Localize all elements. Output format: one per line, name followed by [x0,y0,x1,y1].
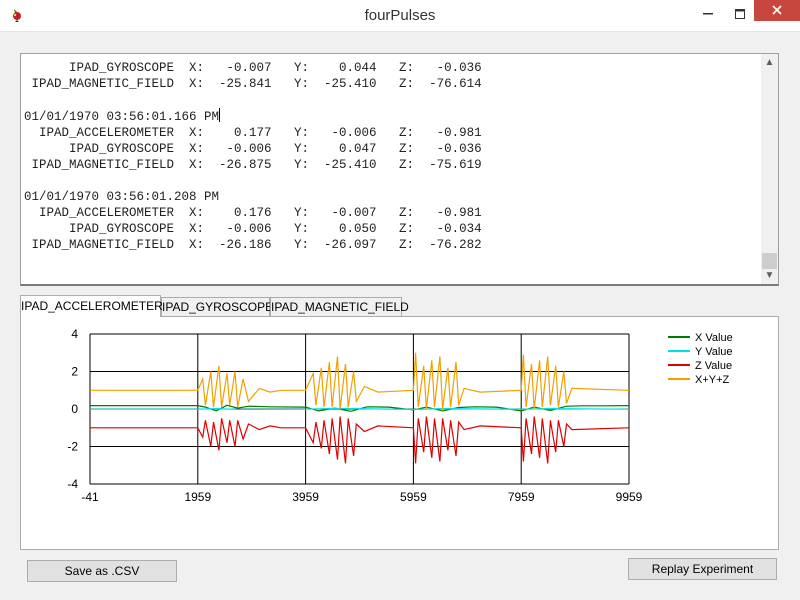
log-line: IPAD_GYROSCOPE X: -0.006 Y: 0.050 Z: -0.… [24,222,482,236]
sensor-chart: -41 1959 3959 5959 7959 9959 -4 -2 0 2 4 X Value Y V… [67,327,733,504]
log-line: 01/01/1970 03:56:01.166 PM [24,110,220,124]
log-line: IPAD_GYROSCOPE X: -0.006 Y: 0.047 Z: -0.… [24,142,482,156]
tab-magnetic-field[interactable]: IPAD_MAGNETIC_FIELD [270,297,409,316]
app-icon[interactable] [9,7,25,23]
text-caret [219,108,221,122]
log-line: IPAD_ACCELEROMETER X: 0.177 Y: -0.006 Z:… [24,126,482,140]
scroll-thumb[interactable] [762,253,777,269]
title-bar[interactable]: fourPulses [0,0,800,32]
log-text: IPAD_GYROSCOPE X: -0.007 Y: 0.044 Z: -0.… [24,60,482,253]
y-tick-label: 4 [71,327,78,341]
tab-accelerometer[interactable]: IPAD_ACCELEROMETER [20,295,163,317]
chevron-up-icon: ▲ [764,57,775,68]
log-line: IPAD_MAGNETIC_FIELD X: -26.186 Y: -26.09… [24,238,482,252]
maximize-icon [735,8,745,22]
legend-label: X Value [695,332,733,344]
x-tick-label: 7959 [508,490,535,504]
legend-label: X+Y+Z [695,374,730,386]
scroll-up-button[interactable]: ▲ [761,54,778,71]
log-line: IPAD_MAGNETIC_FIELD X: -26.875 Y: -25.41… [24,158,482,172]
minimize-icon [703,8,713,22]
series-line [90,352,630,410]
minimize-button[interactable] [692,0,724,30]
log-scrollbar[interactable]: ▲ ▼ [761,54,778,284]
legend-label: Z Value [695,360,732,372]
x-tick-label: 5959 [400,490,427,504]
close-icon [772,4,782,18]
log-line: 01/01/1970 03:56:01.208 PM [24,190,220,204]
y-tick-label: 0 [71,402,78,416]
series-line [90,416,630,464]
save-csv-button[interactable]: Save as .CSV [27,560,177,582]
legend-label: Y Value [695,346,733,358]
x-tick-label: 3959 [292,490,319,504]
series-line [90,404,630,412]
y-tick-label: -4 [67,477,78,491]
maximize-button[interactable] [724,0,756,30]
log-textbox[interactable]: IPAD_GYROSCOPE X: -0.007 Y: 0.044 Z: -0.… [20,53,779,286]
scroll-down-button[interactable]: ▼ [761,267,778,284]
series-line [90,407,630,411]
tab-gyroscope[interactable]: IPAD_GYROSCOPE [161,297,273,316]
tab-panel: -41 1959 3959 5959 7959 9959 -4 -2 0 2 4 X Value Y V… [20,316,779,550]
y-tick-label: 2 [71,365,78,379]
close-button[interactable] [754,0,800,21]
chevron-down-icon: ▼ [764,270,775,281]
x-tick-label: 1959 [184,490,211,504]
x-tick-label: -41 [81,490,99,504]
log-line: IPAD_GYROSCOPE X: -0.007 Y: 0.044 Z: -0.… [24,61,482,75]
window-title: fourPulses [364,7,436,24]
x-tick-label: 9959 [616,490,643,504]
log-line: IPAD_MAGNETIC_FIELD X: -25.841 Y: -25.41… [24,77,482,91]
y-tick-label: -2 [67,440,78,454]
log-line: IPAD_ACCELEROMETER X: 0.176 Y: -0.007 Z:… [24,206,482,220]
chart-area: -41 1959 3959 5959 7959 9959 -4 -2 0 2 4 X Value Y V… [27,320,772,519]
replay-experiment-button[interactable]: Replay Experiment [628,558,777,580]
